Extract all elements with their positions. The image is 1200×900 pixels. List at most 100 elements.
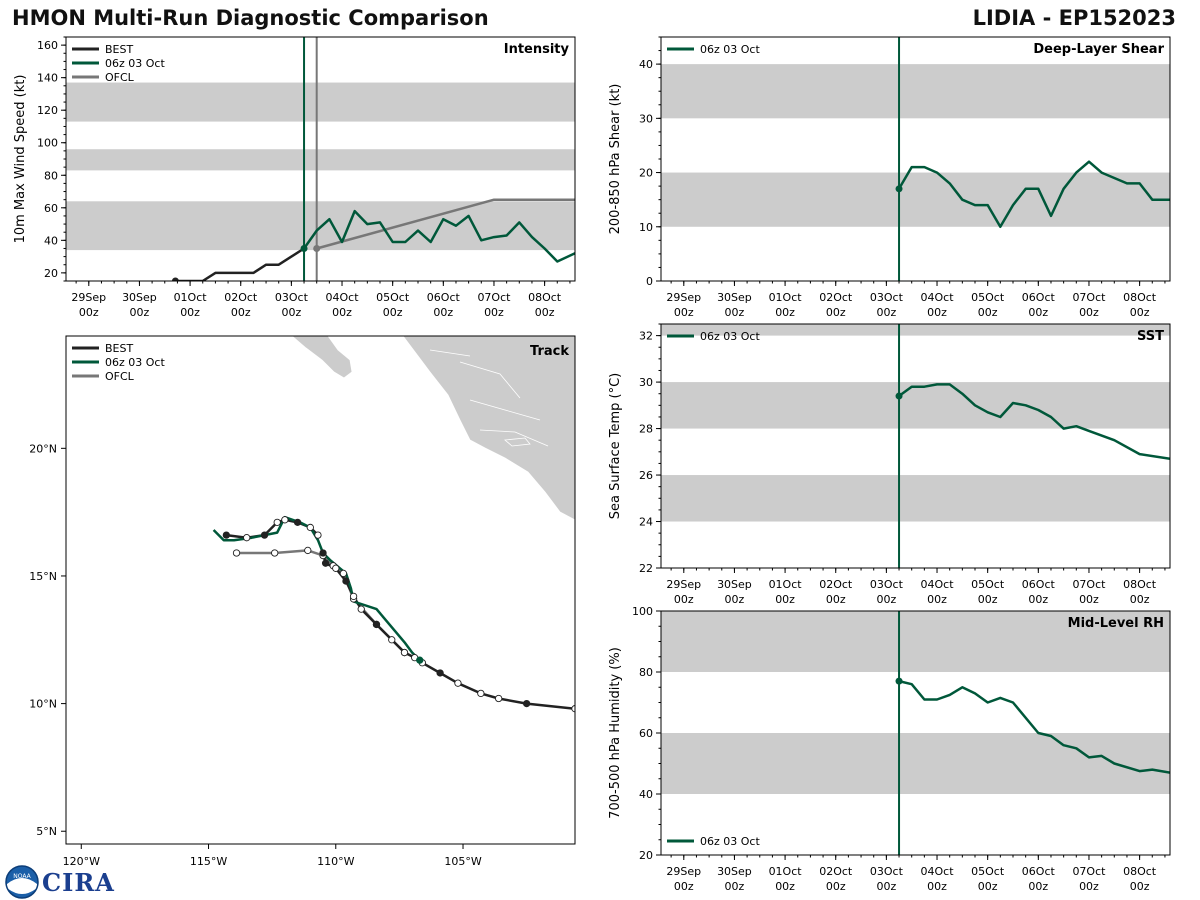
shear-xtick-label: 04Oct: [921, 291, 955, 304]
track-ytick-label: 15°N: [29, 570, 57, 583]
track-border: [479, 429, 549, 447]
intensity-xtick-label: 02Oct: [224, 291, 258, 304]
rh-series-group: [895, 677, 1170, 774]
intensity-xtick-label: 03Oct: [275, 291, 309, 304]
intensity-xtick-label: 30Sep: [122, 291, 157, 304]
sst-panel: 22 24 26 28 30 32 29Sep 00z 30Sep 00z 01Oct 00z 02Oc…: [608, 323, 1171, 606]
shear-series-start-point: [895, 185, 903, 193]
intensity-ytick-label: 100: [37, 137, 58, 150]
shear-band: [661, 172, 1170, 227]
track-panel: 120°W 115°W 110°W 105°W 5°N 10°N 15°N 20°N Track…: [29, 335, 576, 868]
sst-ytick-label: 26: [639, 469, 653, 482]
intensity-ytick-label: 120: [37, 104, 58, 117]
shear-xtick-label: 00z: [725, 306, 745, 319]
rh-xtick-label: 05Oct: [971, 865, 1005, 878]
sst-xtick-label: 00z: [927, 593, 947, 606]
intensity-xtick-label: 00z: [433, 306, 453, 319]
shear-xtick-label: 00z: [775, 306, 795, 319]
rh-xtick-label: 00z: [927, 880, 947, 893]
shear-xtick-label: 00z: [978, 306, 998, 319]
shear-xtick-label: 00z: [674, 306, 694, 319]
sst-xtick-label: 00z: [674, 593, 694, 606]
sst-xtick-label: 00z: [1130, 593, 1150, 606]
track-point: [342, 577, 350, 585]
track-point: [357, 605, 365, 613]
shear-ytick-label: 10: [639, 221, 653, 234]
intensity-band: [66, 82, 575, 122]
track-point: [319, 549, 327, 557]
rh-xtick-label: 07Oct: [1072, 865, 1106, 878]
track-xtick-label: 120°W: [63, 855, 100, 868]
sst-legend-label: 06z 03 Oct: [700, 330, 760, 343]
track-line-ofcl: [236, 549, 406, 654]
sst-xtick-label: 00z: [1028, 593, 1048, 606]
sst-frame: [660, 323, 1171, 569]
track-point: [400, 648, 409, 657]
shear-band: [661, 64, 1170, 119]
track-border: [459, 361, 521, 399]
shear-xtick-label: 08Oct: [1123, 291, 1157, 304]
rh-xtick-label: 00z: [1130, 880, 1150, 893]
track-land: [291, 336, 353, 379]
rh-xtick-label: 03Oct: [870, 865, 904, 878]
sst-xtick-label: 03Oct: [870, 578, 904, 591]
intensity-ytick-label: 60: [44, 202, 58, 215]
rh-ytick-label: 20: [639, 849, 653, 862]
rh-xtick-label: 00z: [826, 880, 846, 893]
intensity-series-ofcl: [316, 198, 575, 250]
intensity-series-start-point: [300, 244, 308, 252]
rh-xtick-label: 01Oct: [769, 865, 803, 878]
intensity-xtick-label: 00z: [79, 306, 99, 319]
shear-ytick-label: 0: [646, 275, 653, 288]
sst-series-start-point: [895, 392, 903, 400]
track-xtick-label: 105°W: [444, 855, 481, 868]
intensity-legend-label: BEST: [105, 43, 133, 56]
rh-ytick-label: 40: [639, 788, 653, 801]
intensity-ytick-label: 20: [44, 267, 58, 280]
track-border: [429, 349, 471, 357]
intensity-xtick-label: 00z: [484, 306, 504, 319]
intensity-xtick-label: 08Oct: [528, 291, 562, 304]
sst-ylabel: Sea Surface Temp (°C): [608, 373, 623, 520]
rh-panel-title: Mid-Level RH: [1068, 616, 1164, 631]
intensity-series-start-point: [171, 277, 179, 281]
track-legend-label: 06z 03 Oct: [105, 356, 165, 369]
intensity-panel: 20 40 60 80 100 120 140 160 29Sep 00z 30Sep 00z 01Oc…: [13, 36, 576, 319]
intensity-xtick-label: 07Oct: [477, 291, 511, 304]
sst-xtick-label: 29Sep: [666, 578, 701, 591]
track-point: [522, 699, 531, 708]
intensity-ytick-label: 140: [37, 72, 58, 85]
track-point: [339, 569, 348, 578]
intensity-xtick-label: 00z: [535, 306, 555, 319]
shear-xtick-label: 05Oct: [971, 291, 1005, 304]
rh-xtick-label: 08Oct: [1123, 865, 1157, 878]
track-point: [477, 689, 485, 698]
track-line-best-early: [226, 518, 319, 539]
shear-xtick-label: 00z: [927, 306, 947, 319]
rh-xtick-label: 00z: [978, 880, 998, 893]
shear-ytick-label: 30: [639, 112, 653, 125]
track-point: [222, 531, 230, 539]
rh-xtick-label: 00z: [674, 880, 694, 893]
sst-band: [661, 382, 1170, 429]
sst-xtick-label: 30Sep: [717, 578, 752, 591]
sst-band: [661, 324, 1170, 336]
shear-xtick-label: 07Oct: [1072, 291, 1106, 304]
track-point: [293, 518, 302, 527]
rh-series-start-point: [895, 677, 903, 685]
intensity-xtick-label: 00z: [180, 306, 200, 319]
intensity-legend-label: 06z 03 Oct: [105, 57, 165, 70]
shear-xtick-label: 00z: [1028, 306, 1048, 319]
storm-id-title: LIDIA - EP152023: [972, 6, 1176, 30]
sst-ytick-label: 32: [639, 330, 653, 343]
intensity-xtick-label: 00z: [281, 306, 301, 319]
track-ytick-label: 20°N: [29, 442, 57, 455]
sst-xtick-label: 02Oct: [819, 578, 853, 591]
shear-xtick-label: 01Oct: [769, 291, 803, 304]
sst-xtick-label: 00z: [876, 593, 896, 606]
track-point: [271, 549, 279, 557]
intensity-xtick-label: 01Oct: [174, 291, 208, 304]
shear-ytick-label: 40: [639, 58, 653, 71]
shear-xtick-label: 00z: [876, 306, 896, 319]
